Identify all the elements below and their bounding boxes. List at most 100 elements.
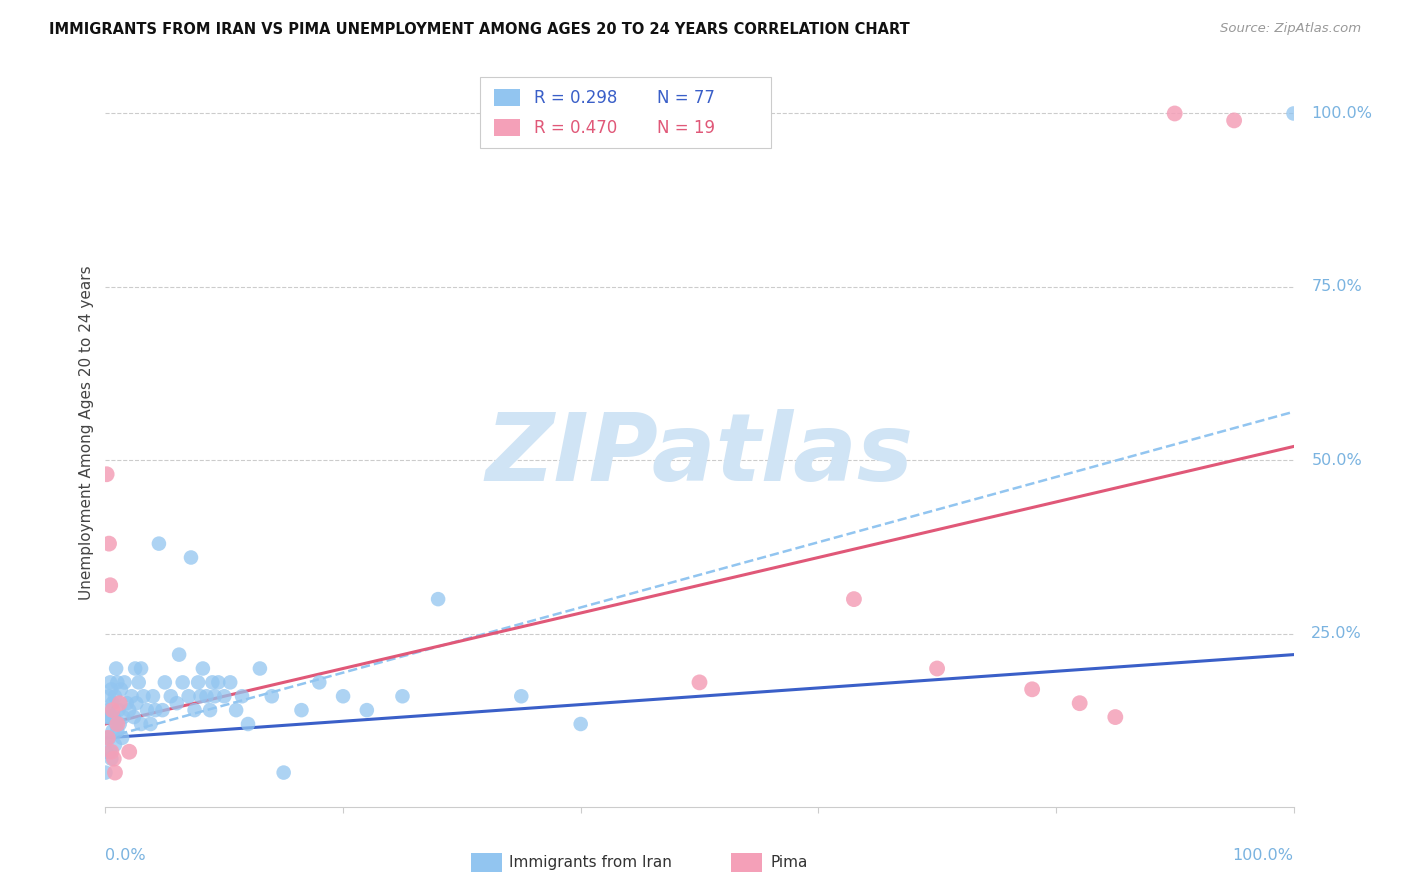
Point (308, 675, 330, 690)
Point (356, 703, 378, 717)
Text: Immigrants from Iran: Immigrants from Iran (509, 855, 672, 870)
Point (97, 731, 120, 745)
Point (153, 675, 176, 690)
Point (104, 690, 127, 704)
Point (105, 675, 128, 690)
Point (143, 703, 166, 717)
Point (128, 675, 150, 690)
Text: ZIPatlas: ZIPatlas (485, 409, 914, 501)
Point (105, 661, 128, 675)
Point (124, 661, 146, 675)
Point (108, 696, 131, 710)
Text: N = 19: N = 19 (657, 119, 714, 136)
Point (100, 752, 122, 766)
Point (842, 592, 865, 607)
Point (129, 717, 152, 731)
Point (207, 675, 229, 690)
Text: 25.0%: 25.0% (1312, 626, 1362, 641)
FancyBboxPatch shape (494, 89, 520, 106)
Point (180, 550, 202, 565)
Point (125, 696, 148, 710)
Point (187, 675, 209, 690)
Point (104, 738, 127, 752)
Point (332, 690, 354, 704)
Point (121, 690, 143, 704)
Point (191, 661, 214, 675)
Point (98, 578, 121, 592)
Point (101, 703, 124, 717)
Text: IMMIGRANTS FROM IRAN VS PIMA UNEMPLOYMENT AMONG AGES 20 TO 24 YEARS CORRELATION : IMMIGRANTS FROM IRAN VS PIMA UNEMPLOYMEN… (49, 22, 910, 37)
Point (98, 731, 121, 745)
Text: 50.0%: 50.0% (1312, 453, 1362, 468)
Point (108, 717, 131, 731)
Point (204, 690, 226, 704)
Point (122, 710, 145, 724)
Point (148, 536, 170, 550)
Point (103, 752, 125, 766)
Point (115, 696, 138, 710)
Point (925, 661, 948, 675)
Text: R = 0.470: R = 0.470 (534, 119, 617, 136)
Point (97, 703, 120, 717)
Text: Source: ZipAtlas.com: Source: ZipAtlas.com (1220, 22, 1361, 36)
Text: Pima: Pima (770, 855, 808, 870)
Point (273, 765, 295, 780)
Point (249, 661, 271, 675)
Point (97, 731, 120, 745)
Point (1104, 710, 1126, 724)
Point (260, 690, 283, 704)
Point (1282, 106, 1305, 120)
Point (96, 710, 118, 724)
Point (142, 690, 165, 704)
Point (98, 536, 121, 550)
Point (427, 592, 450, 607)
Point (139, 717, 162, 731)
Text: 100.0%: 100.0% (1312, 106, 1372, 121)
Point (132, 690, 155, 704)
Point (101, 723, 124, 738)
Point (118, 745, 141, 759)
Point (110, 682, 132, 697)
Point (1164, 106, 1187, 120)
Y-axis label: Unemployment Among Ages 20 to 24 years: Unemployment Among Ages 20 to 24 years (79, 265, 94, 600)
Text: R = 0.298: R = 0.298 (534, 88, 617, 107)
Point (689, 675, 711, 690)
Point (105, 717, 128, 731)
Point (198, 703, 221, 717)
Point (100, 682, 122, 697)
Point (183, 703, 205, 717)
Point (94, 765, 117, 780)
Point (107, 703, 129, 717)
Point (1069, 696, 1091, 710)
Point (100, 710, 122, 724)
Point (105, 717, 128, 731)
Point (190, 690, 212, 704)
Point (290, 703, 312, 717)
Text: N = 77: N = 77 (657, 88, 714, 107)
Point (166, 696, 188, 710)
Point (391, 690, 413, 704)
Point (105, 723, 128, 738)
Point (98, 675, 121, 690)
Point (214, 690, 236, 704)
Point (96, 467, 118, 482)
Point (100, 745, 122, 759)
Point (177, 690, 200, 704)
Point (118, 703, 141, 717)
FancyBboxPatch shape (479, 77, 770, 148)
Point (98, 745, 121, 759)
Point (159, 690, 181, 704)
Point (172, 675, 194, 690)
Point (98, 710, 121, 724)
Text: 75.0%: 75.0% (1312, 279, 1362, 294)
Point (201, 675, 224, 690)
Text: 0.0%: 0.0% (105, 848, 146, 863)
Point (152, 703, 174, 717)
Point (225, 703, 247, 717)
Point (103, 710, 125, 724)
Point (195, 690, 218, 704)
Point (101, 696, 124, 710)
Point (111, 731, 134, 745)
Point (219, 675, 242, 690)
Point (231, 690, 253, 704)
